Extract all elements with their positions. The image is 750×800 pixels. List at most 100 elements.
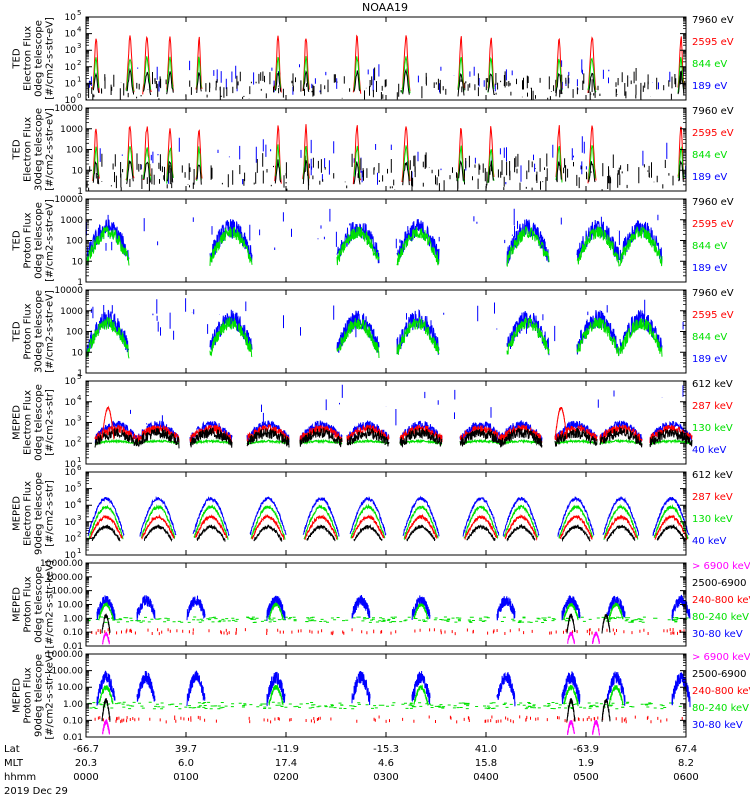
series-green-3 — [396, 226, 440, 266]
legend-entry-1: 2595 eV — [692, 128, 734, 139]
series-green-seg-10 — [487, 56, 495, 93]
panel-7-legend: > 6900 keV 2500-6900 240-800 keV 80-240 keV… — [692, 561, 750, 640]
y-tick-label-3: 10 — [65, 398, 77, 408]
legend-entry-2: 844 eV — [692, 59, 727, 70]
series-red-seg-8 — [401, 35, 411, 92]
panel-3-ylabel: TED Proton Flux 0deg telescope [#/cm2-s-str… — [12, 199, 56, 282]
y-tick-label-1: 0.10 — [63, 716, 83, 726]
series-red-4 — [299, 424, 343, 443]
series-blue-2 — [192, 496, 230, 536]
series-blue-7 — [561, 671, 581, 705]
series-green-0 — [86, 316, 130, 359]
panel-3-frame — [85, 198, 687, 283]
y-tick-label-2: 100 — [66, 237, 83, 247]
series-blue-3 — [396, 219, 440, 265]
y-tick-sup-0: 1 — [77, 456, 81, 464]
y-tick-sup-1: 2 — [77, 435, 81, 443]
series-green-2 — [193, 504, 229, 540]
series-black-seg-10 — [487, 73, 495, 95]
panel-2-data — [86, 124, 687, 191]
panel-1-ylabel: TED Electron Flux 0deg telescope [#/cm2-s-s… — [12, 17, 56, 100]
panel-1-data — [85, 34, 686, 100]
series-green-3 — [563, 684, 579, 707]
time-hhmm-5: 0500 — [573, 772, 598, 783]
series-blue-0 — [87, 496, 125, 537]
series-black-1 — [566, 613, 576, 634]
series-green-7 — [463, 505, 499, 539]
series-blue-4 — [302, 496, 340, 537]
series-black-seg-6 — [302, 160, 310, 186]
series-black-seg-5 — [274, 159, 282, 184]
series-black-seg-0 — [92, 161, 100, 185]
series-green-seg-3 — [166, 147, 174, 184]
y-tick-sup-4: 5 — [77, 481, 81, 489]
series-black-seg-1 — [126, 160, 134, 185]
y-tick-label-4: 10 — [65, 377, 77, 387]
legend-entry-1: 287 keV — [692, 492, 733, 503]
series-red-0 — [89, 515, 123, 540]
y-tick-sup-4: 4 — [77, 26, 82, 34]
time-lat-4: 41.0 — [475, 744, 497, 755]
spikes-blue — [130, 384, 684, 427]
time-hhmm-4: 0400 — [473, 772, 498, 783]
series-red-5 — [346, 424, 390, 442]
y-tick-label-3: 1000 — [60, 307, 83, 317]
series-black-6 — [399, 427, 443, 448]
series-black-seg-12 — [588, 72, 596, 94]
y-tick-label-1: 10 — [65, 439, 77, 449]
series-green-9 — [558, 504, 594, 539]
series-red-9 — [554, 424, 598, 442]
ylabel-line-0: TED — [12, 48, 23, 69]
legend-entry-4: 30-80 keV — [692, 629, 743, 640]
ylabel-line-0: MEPED — [12, 405, 23, 440]
series-green-0 — [86, 226, 130, 266]
series-green-seg-8 — [401, 56, 411, 94]
ylabel-line-0: TED — [12, 139, 23, 160]
series-green-8 — [503, 504, 539, 539]
time-mlt-4: 15.8 — [475, 758, 497, 769]
series-black-0 — [101, 698, 111, 722]
series-red-10 — [604, 514, 638, 539]
y-tick-sup-1: 2 — [77, 530, 81, 538]
series-green-2 — [189, 438, 233, 445]
series-black-seg-7 — [353, 161, 361, 185]
ylabel-line-0: MEPED — [12, 496, 23, 531]
y-tick-label-3: 10.00 — [57, 683, 83, 693]
panel-6-data — [87, 495, 690, 543]
series-green-3 — [563, 602, 579, 621]
time-lat-1: 39.7 — [175, 744, 197, 755]
ylabel-line-3: [#/cm2-s-str-keV] — [45, 560, 56, 648]
peak-red-0 — [101, 405, 115, 440]
series-red-9 — [559, 515, 593, 540]
legend-entry-0: > 6900 keV — [692, 652, 750, 663]
ylabel-line-1: Electron Flux — [23, 481, 34, 546]
ylabel-line-0: TED — [12, 230, 23, 251]
panel-2-ylabel: TED Electron Flux 30deg telescope [#/cm2-s-… — [12, 108, 56, 191]
time-hhmm-2: 0200 — [273, 772, 298, 783]
time-lat-6: 67.4 — [675, 744, 697, 755]
ylabel-line-3: [#/cm2-s-str-eV] — [45, 199, 56, 282]
series-green-seg-3 — [166, 56, 174, 92]
ylabel-line-0: TED — [12, 321, 23, 342]
series-black-6 — [406, 524, 436, 542]
series-magenta-2 — [592, 631, 600, 645]
panel-3-y-ticks: 1 10 100 1000 10000 — [54, 195, 687, 288]
series-green-7 — [459, 438, 503, 446]
series-black-2 — [601, 613, 611, 634]
series-black-0 — [91, 524, 121, 542]
panel-7-ylabel: MEPED Proton Flux 0deg telescope [#/cm2-s-s… — [12, 560, 56, 648]
series-green-floor — [87, 616, 689, 623]
y-tick-label-1: 10 — [65, 534, 77, 544]
y-tick-label-0: 1 — [77, 278, 83, 288]
series-black-seg-4 — [196, 72, 202, 94]
series-blue-1 — [139, 495, 177, 537]
series-red-floor — [91, 628, 685, 636]
panel-5-frame — [85, 380, 687, 465]
time-mlt-1: 6.0 — [178, 758, 194, 769]
ylabel-line-1: Electron Flux — [23, 26, 34, 91]
series-black-seg-7 — [353, 70, 361, 92]
panel-8-y-ticks: 0.01 0.10 1.00 10.00 100.00 1000.00 — [46, 650, 687, 743]
series-blue-4 — [351, 670, 371, 706]
series-blue-10 — [599, 420, 643, 443]
